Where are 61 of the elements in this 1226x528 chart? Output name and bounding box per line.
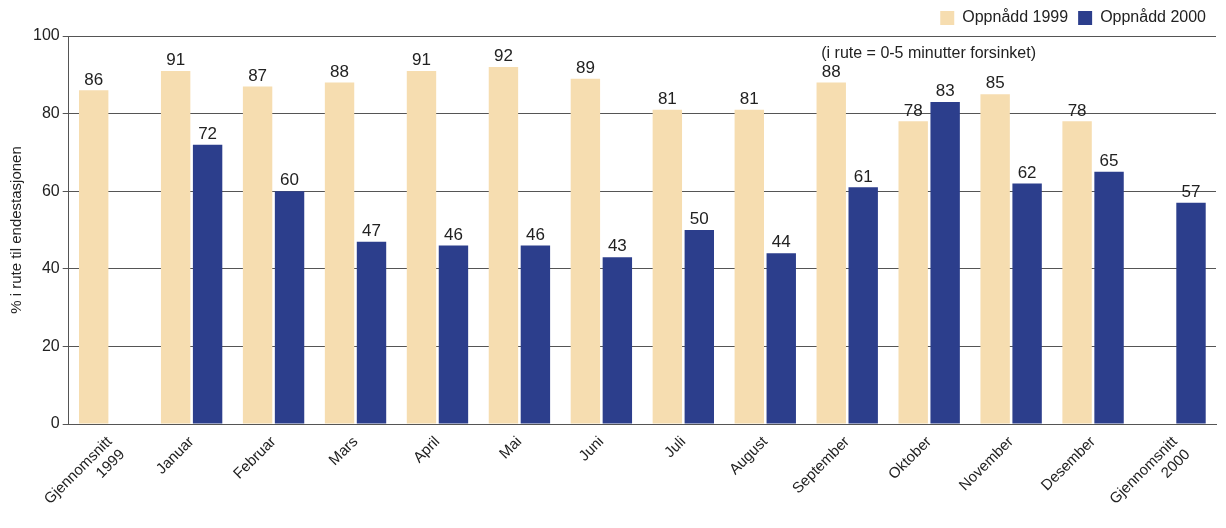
data-label: 50 (689, 209, 709, 229)
data-label: 92 (493, 46, 513, 66)
bar (242, 86, 273, 424)
data-label: 61 (853, 166, 873, 186)
bar (684, 230, 715, 424)
y-axis-title: % i rute til endestasjonen (7, 146, 25, 314)
data-label: 72 (198, 123, 218, 143)
y-tick-label: 100 (32, 26, 60, 44)
legend-label: Oppnådd 1999 (962, 8, 1069, 26)
data-label: 46 (443, 224, 463, 244)
data-label: 86 (84, 69, 104, 89)
data-label: 89 (575, 57, 595, 77)
y-tick-label: 20 (41, 336, 60, 354)
x-tick-label: Mai (495, 432, 525, 462)
bar (406, 70, 437, 424)
data-label: 60 (280, 170, 300, 190)
bar (898, 121, 928, 424)
bar (1094, 171, 1124, 424)
bar (980, 94, 1010, 424)
bar (652, 109, 683, 424)
bar (816, 82, 846, 424)
y-tick-label: 0 (50, 414, 60, 432)
y-tick-label: 60 (41, 181, 60, 199)
data-label: 87 (248, 65, 268, 85)
bar (274, 191, 305, 424)
bar (734, 109, 764, 424)
data-label: 44 (771, 232, 791, 252)
data-label: 65 (1099, 151, 1119, 171)
data-label: 88 (821, 61, 841, 81)
data-label: 91 (412, 50, 431, 70)
y-tick-label: 40 (41, 259, 60, 277)
bar (1012, 183, 1042, 424)
data-label: 46 (525, 224, 545, 244)
bar (160, 70, 191, 424)
bar (192, 144, 223, 424)
bar (488, 67, 519, 424)
bar (930, 101, 960, 424)
bar (766, 253, 796, 424)
data-label: 47 (362, 220, 381, 240)
data-label: 43 (607, 236, 627, 256)
legend-label: Oppnådd 2000 (1100, 8, 1207, 26)
bar (1062, 121, 1092, 424)
bar (438, 245, 469, 424)
data-label: 88 (330, 61, 349, 81)
bar (356, 241, 387, 424)
data-label: 91 (166, 50, 186, 70)
data-label: 62 (1017, 162, 1037, 182)
data-label: 81 (657, 88, 677, 108)
bar (848, 187, 878, 424)
annotation: (i rute = 0-5 minutter forsinket) (821, 44, 1036, 62)
bar (520, 245, 551, 424)
data-label: 83 (935, 81, 955, 101)
data-label: 85 (985, 73, 1005, 93)
bar (324, 82, 355, 424)
bar (78, 90, 109, 424)
y-tick-label: 80 (41, 104, 60, 122)
x-tick-label: Juli (660, 432, 689, 461)
bar (1176, 202, 1206, 424)
bar (602, 257, 633, 424)
data-label: 81 (739, 88, 759, 108)
bar (570, 78, 601, 424)
